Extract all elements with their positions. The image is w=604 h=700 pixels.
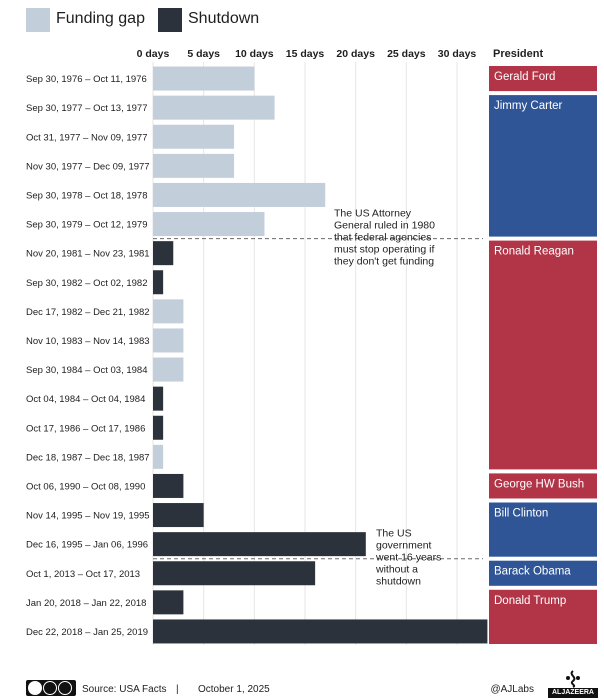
x-tick-label: 10 days xyxy=(235,48,274,60)
president-name: Bill Clinton xyxy=(494,508,548,520)
brand-logo-icon: ALJAZEERA xyxy=(548,670,598,698)
annotation-text: went 16 years xyxy=(375,552,441,564)
category-label: Nov 20, 1981 – Nov 23, 1981 xyxy=(26,249,150,260)
annotation-text: The US Attorney xyxy=(334,208,412,220)
annotation-text: government xyxy=(376,540,432,552)
president-block xyxy=(489,95,597,237)
x-tick-label: 5 days xyxy=(187,48,220,60)
annotation-text: must stop operating if xyxy=(334,244,434,256)
category-label: Nov 14, 1995 – Nov 19, 1995 xyxy=(26,511,150,522)
legend-swatch-funding-gap xyxy=(26,8,50,32)
president-name: Ronald Reagan xyxy=(494,246,574,258)
x-tick-label: 20 days xyxy=(336,48,375,60)
bar-funding-gap xyxy=(153,328,184,353)
shutdown-chart: 0 days 5 days 10 days 15 days 20 days 25 days… xyxy=(26,48,597,645)
category-label: Oct 31, 1977 – Nov 09, 1977 xyxy=(26,132,147,143)
president-name: Barack Obama xyxy=(494,566,571,578)
bar-shutdown xyxy=(153,473,184,498)
x-tick-label: 0 days xyxy=(137,48,170,60)
president-name: Gerald Ford xyxy=(494,71,555,83)
bar-shutdown xyxy=(153,561,316,586)
category-label: Dec 18, 1987 – Dec 18, 1987 xyxy=(26,452,150,463)
x-tick-label: 25 days xyxy=(387,48,426,60)
annotation-text: without a xyxy=(375,564,418,576)
category-label: Sep 30, 1984 – Oct 03, 1984 xyxy=(26,365,147,376)
category-label: Nov 30, 1977 – Dec 09, 1977 xyxy=(26,161,150,172)
category-label: Sep 30, 1977 – Oct 13, 1977 xyxy=(26,103,147,114)
category-label: Oct 1, 2013 – Oct 17, 2013 xyxy=(26,569,140,580)
bar-funding-gap xyxy=(153,299,184,324)
president-block xyxy=(489,240,597,470)
bar-shutdown xyxy=(153,590,184,615)
category-label: Sep 30, 1979 – Oct 12, 1979 xyxy=(26,220,147,231)
bar-funding-gap xyxy=(153,95,275,120)
brand-wordmark: ALJAZEERA xyxy=(548,688,598,698)
category-label: Dec 17, 1982 – Dec 21, 1982 xyxy=(26,307,150,318)
category-label: Oct 06, 1990 – Oct 08, 1990 xyxy=(26,481,145,492)
bar-funding-gap xyxy=(153,182,326,207)
category-label: Jan 20, 2018 – Jan 22, 2018 xyxy=(26,598,146,609)
handle-text: @AJLabs xyxy=(490,684,534,695)
annotation-text: they don't get funding xyxy=(334,256,434,268)
bar-funding-gap xyxy=(153,212,265,237)
category-label: Oct 17, 1986 – Oct 17, 1986 xyxy=(26,423,145,434)
publish-date: October 1, 2025 xyxy=(198,684,270,695)
x-tick-label: 15 days xyxy=(286,48,325,60)
source-text: Source: USA Facts xyxy=(82,684,167,695)
president-name: George HW Bush xyxy=(494,478,584,490)
legend-label-funding-gap: Funding gap xyxy=(56,10,145,27)
president-block xyxy=(489,560,597,586)
bar-shutdown xyxy=(153,241,174,266)
bar-funding-gap xyxy=(153,124,235,149)
bar-shutdown xyxy=(153,619,488,644)
bar-shutdown xyxy=(153,532,366,557)
president-block xyxy=(489,502,597,557)
president-block xyxy=(489,473,597,499)
bar-funding-gap xyxy=(153,66,255,91)
annotation-text: General ruled in 1980 xyxy=(334,220,435,232)
annotation-text: shutdown xyxy=(376,576,421,588)
bar-shutdown xyxy=(153,386,164,411)
annotation-text: that federal agencies xyxy=(334,232,431,244)
president-name: Jimmy Carter xyxy=(494,100,563,112)
category-label: Sep 30, 1978 – Oct 18, 1978 xyxy=(26,190,147,201)
creative-commons-icon xyxy=(26,680,76,696)
president-name: Donald Trump xyxy=(494,595,566,607)
category-label: Dec 16, 1995 – Jan 06, 1996 xyxy=(26,540,148,551)
category-label: Sep 30, 1976 – Oct 11, 1976 xyxy=(26,74,147,85)
bar-shutdown xyxy=(153,415,164,440)
footer-separator: | xyxy=(176,684,179,695)
category-label: Dec 22, 2018 – Jan 25, 2019 xyxy=(26,627,148,638)
president-block xyxy=(489,589,597,644)
bar-funding-gap xyxy=(153,153,235,178)
bar-funding-gap xyxy=(153,357,184,382)
annotation-text: The US xyxy=(376,528,412,540)
legend-swatch-shutdown xyxy=(158,8,182,32)
president-header: President xyxy=(493,48,543,60)
category-label: Sep 30, 1982 – Oct 02, 1982 xyxy=(26,278,147,289)
bar-shutdown xyxy=(153,503,204,528)
bar-funding-gap xyxy=(153,444,164,469)
footer: Source: USA Facts | October 1, 2025 @AJL… xyxy=(26,670,598,698)
legend-label-shutdown: Shutdown xyxy=(188,10,260,27)
president-block xyxy=(489,66,597,92)
category-label: Nov 10, 1983 – Nov 14, 1983 xyxy=(26,336,150,347)
bar-shutdown xyxy=(153,270,164,295)
x-tick-label: 30 days xyxy=(438,48,477,60)
category-label: Oct 04, 1984 – Oct 04, 1984 xyxy=(26,394,145,405)
